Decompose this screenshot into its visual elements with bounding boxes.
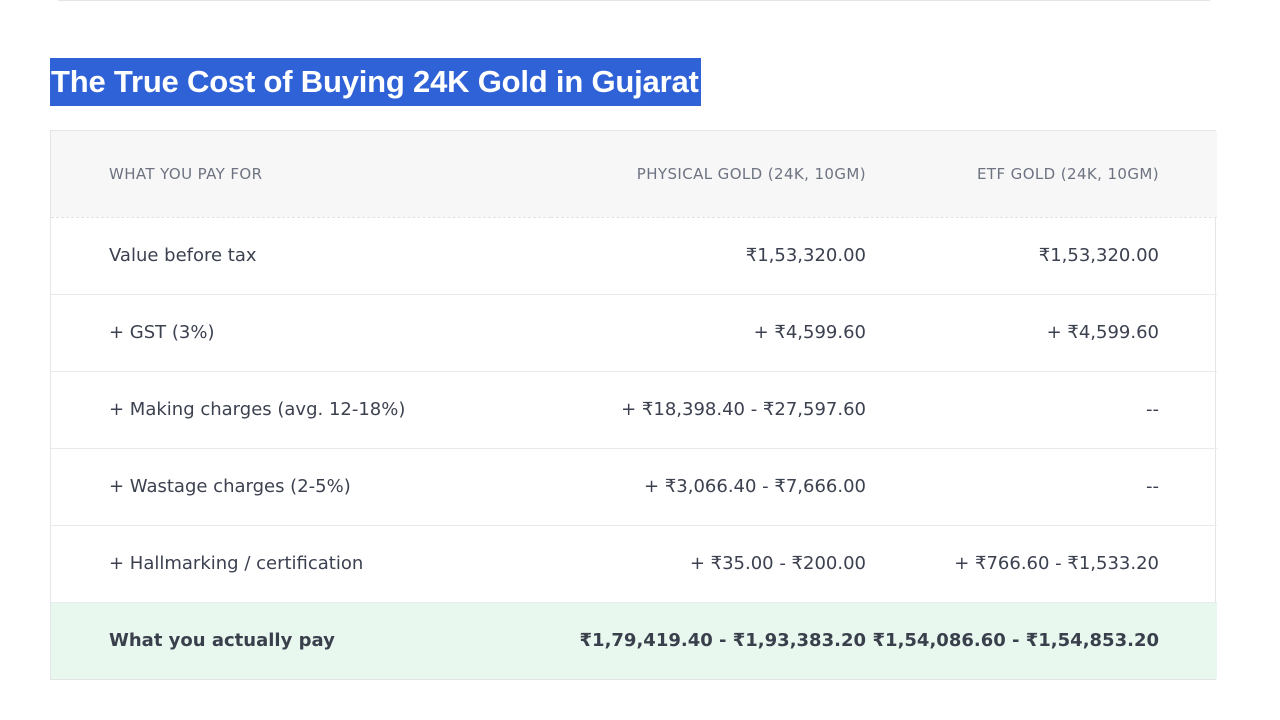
- column-header-physical-gold: PHYSICAL GOLD (24K, 10GM): [636, 164, 866, 183]
- row-label: + Wastage charges (2-5%): [109, 476, 351, 497]
- physical-value: + ₹35.00 - ₹200.00: [689, 553, 866, 574]
- total-row: What you actually pay ₹1,79,419.40 - ₹1,…: [51, 602, 1217, 679]
- header-row: WHAT YOU PAY FOR PHYSICAL GOLD (24K, 10G…: [51, 131, 1217, 217]
- physical-value: + ₹4,599.60: [753, 322, 866, 343]
- row-label: + GST (3%): [109, 322, 215, 343]
- row-label: Value before tax: [109, 245, 257, 266]
- heading-container: The True Cost of Buying 24K Gold in Guja…: [50, 58, 701, 106]
- physical-value: ₹1,53,320.00: [745, 245, 866, 266]
- page-title: The True Cost of Buying 24K Gold in Guja…: [50, 58, 701, 106]
- table-row: + GST (3%) + ₹4,599.60 + ₹4,599.60: [51, 294, 1217, 371]
- etf-value: ₹1,53,320.00: [1038, 245, 1159, 266]
- physical-value: + ₹18,398.40 - ₹27,597.60: [621, 399, 866, 420]
- physical-value: + ₹3,066.40 - ₹7,666.00: [644, 476, 866, 497]
- table-row: Value before tax ₹1,53,320.00 ₹1,53,320.…: [51, 217, 1217, 294]
- top-divider: [58, 0, 1210, 1]
- total-label: What you actually pay: [109, 630, 335, 652]
- table-row: + Making charges (avg. 12-18%) + ₹18,398…: [51, 371, 1217, 448]
- etf-value: + ₹4,599.60: [1046, 322, 1159, 343]
- table-body: Value before tax ₹1,53,320.00 ₹1,53,320.…: [51, 217, 1217, 679]
- row-label: + Making charges (avg. 12-18%): [109, 399, 406, 420]
- column-header-what-you-pay-for: WHAT YOU PAY FOR: [109, 164, 263, 183]
- etf-value: + ₹766.60 - ₹1,533.20: [954, 553, 1159, 574]
- table-row: + Hallmarking / certification + ₹35.00 -…: [51, 525, 1217, 602]
- table-row: + Wastage charges (2-5%) + ₹3,066.40 - ₹…: [51, 448, 1217, 525]
- etf-value: --: [1146, 476, 1159, 497]
- total-physical-value: ₹1,79,419.40 - ₹1,93,383.20: [579, 630, 866, 652]
- row-label: + Hallmarking / certification: [109, 553, 364, 574]
- cost-comparison-table: WHAT YOU PAY FOR PHYSICAL GOLD (24K, 10G…: [50, 130, 1217, 680]
- table-header: WHAT YOU PAY FOR PHYSICAL GOLD (24K, 10G…: [51, 131, 1217, 217]
- total-etf-value: ₹1,54,086.60 - ₹1,54,853.20: [872, 630, 1159, 652]
- column-header-etf-gold: ETF GOLD (24K, 10GM): [977, 164, 1159, 183]
- etf-value: --: [1146, 399, 1159, 420]
